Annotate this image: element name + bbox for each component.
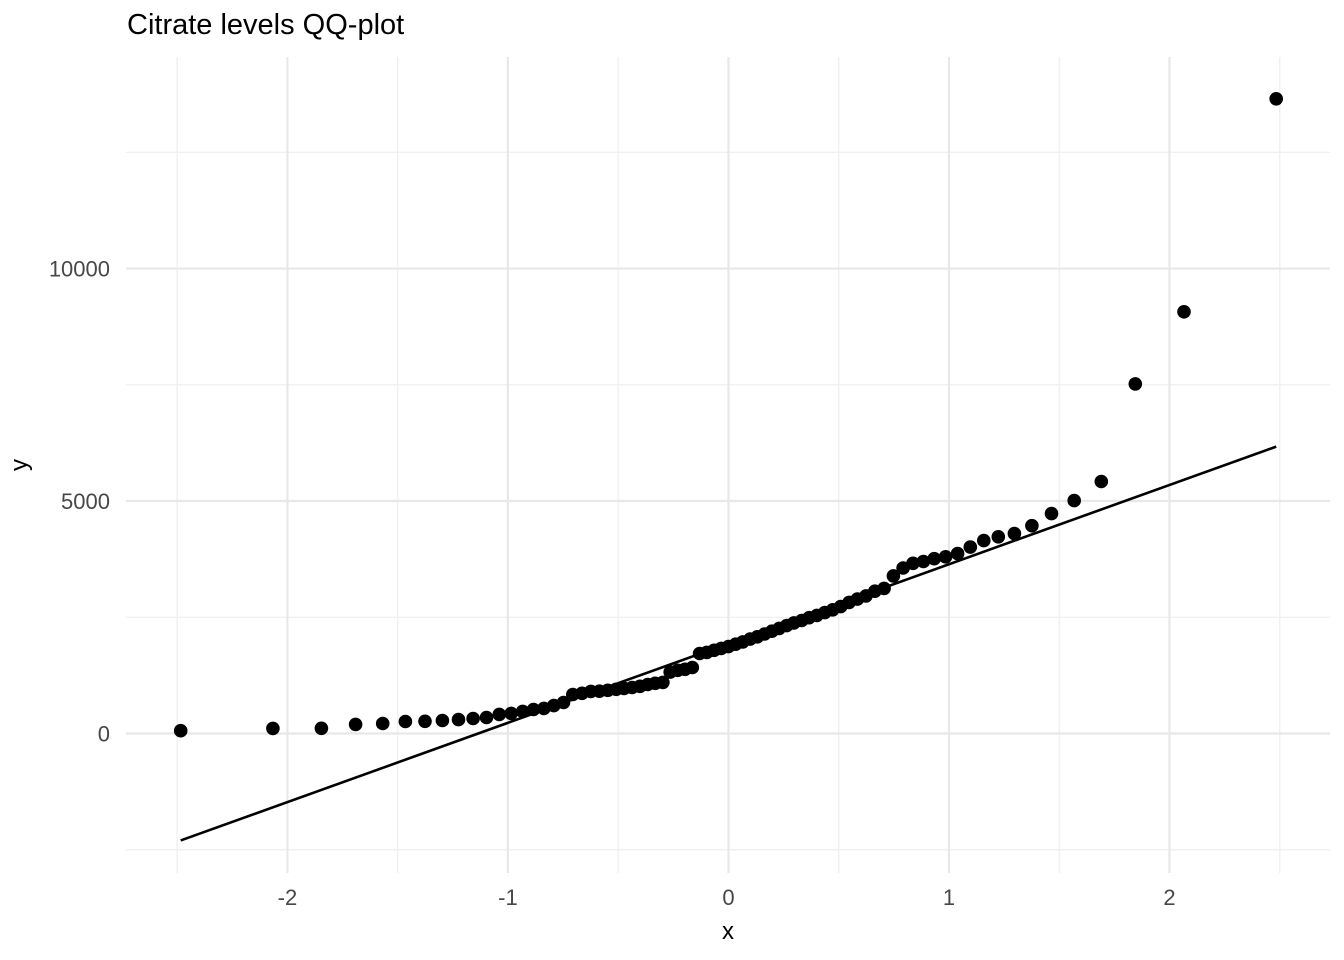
qq-point [479,710,494,725]
qq-point [451,712,466,727]
qq-point [685,660,700,675]
qq-point [1269,92,1283,106]
qq-point [418,714,432,729]
qq-point [266,721,280,736]
qq-point [1067,493,1081,508]
qq-point [492,707,507,722]
qq-point [1007,526,1022,541]
qq-point [515,704,530,719]
qq-point [466,711,480,726]
qq-point [906,556,920,571]
y-tick-label: 10000 [49,257,110,282]
qq-point [1177,305,1191,319]
qq-point [977,533,991,548]
x-axis-title: x [722,918,734,945]
qq-point [398,714,413,729]
qq-point [927,551,941,566]
qq-points [173,92,1283,738]
plot-title: Citrate levels QQ-plot [127,9,405,41]
qq-point [504,706,518,721]
qq-point [173,723,188,738]
qq-point [963,540,978,554]
qq-point [1128,377,1143,391]
qq-point [877,581,891,596]
x-tick-label: 2 [1163,885,1175,910]
x-tick-label: 1 [943,885,955,910]
qq-point [1094,474,1109,489]
major-gridlines [126,57,1330,873]
qq-point [950,546,965,561]
x-tick-label: 0 [722,885,734,910]
qq-point [526,702,541,717]
qq-point [938,550,953,564]
y-axis-tick-labels: 0 5000 10000 [49,257,110,747]
y-tick-label: 5000 [61,489,110,514]
qq-point [348,717,363,732]
x-axis-tick-labels: -2 -1 0 1 2 [278,885,1176,910]
y-axis-title: y [6,459,33,471]
qq-point [556,695,571,710]
qq-point [435,713,450,728]
qq-point [991,530,1006,544]
qq-point [656,675,670,690]
qq-point [1025,518,1039,533]
qq-point [916,554,931,569]
x-tick-label: -2 [278,885,298,910]
qq-point [375,716,390,731]
qq-point [314,721,329,736]
qq-point [886,569,901,583]
qq-point [1044,506,1059,521]
x-tick-label: -1 [498,885,518,910]
y-tick-label: 0 [98,722,110,747]
